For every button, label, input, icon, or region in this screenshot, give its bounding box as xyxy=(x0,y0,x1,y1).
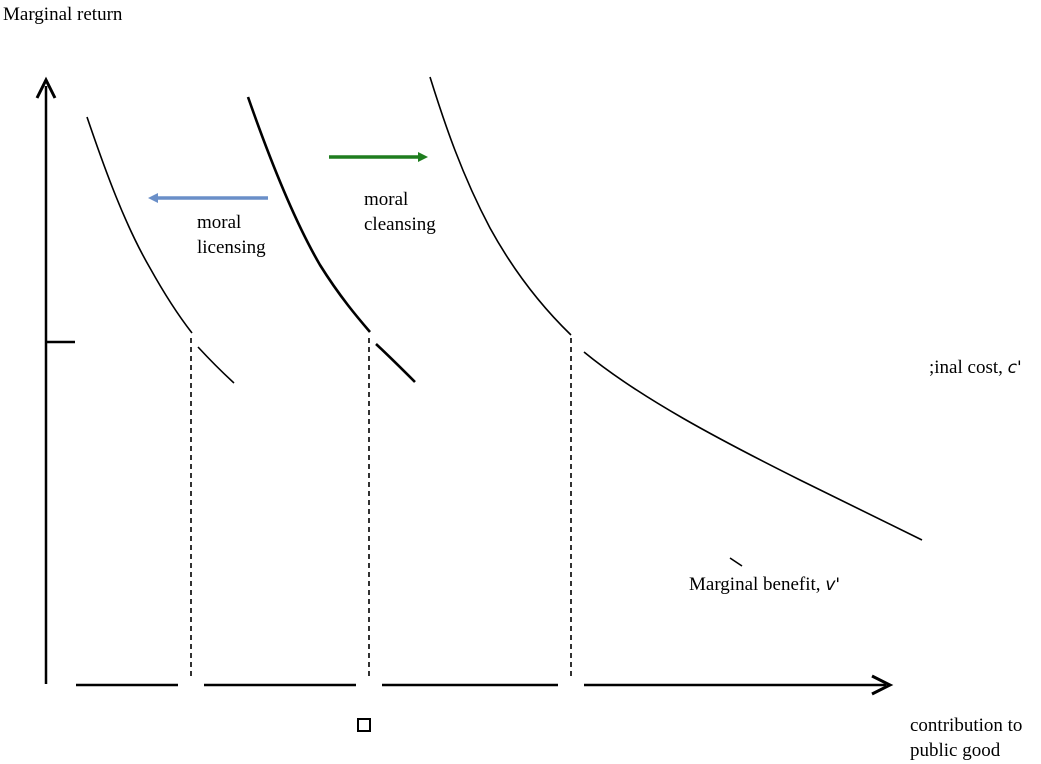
marginal-cost-symbol: c' xyxy=(1007,358,1022,378)
y-axis-label: Marginal return xyxy=(3,4,123,25)
benefit-curve-stub xyxy=(729,557,743,567)
dashed-guides xyxy=(190,338,572,680)
cost-curve-middle-tail xyxy=(375,343,416,383)
marginal-benefit-text: Marginal benefit, xyxy=(689,574,826,595)
up-arrow-icon xyxy=(35,76,57,99)
marginal-cost-label: ;inal cost, c' xyxy=(929,355,1022,381)
cleansing-label-line2: cleansing xyxy=(364,214,436,235)
marginal-benefit-curve xyxy=(583,351,923,541)
cleansing-label-line1: moral xyxy=(364,189,409,210)
marginal-benefit-label: Marginal benefit, v' xyxy=(689,572,840,598)
cost-curve-middle xyxy=(246,96,371,333)
cost-curve-left-tail xyxy=(197,346,235,384)
square-icon xyxy=(357,718,371,732)
marginal-cost-text: ;inal cost, xyxy=(929,357,1008,378)
right-arrow-icon xyxy=(871,674,894,696)
x-axis-label-line2: public good xyxy=(910,740,1001,761)
cost-curve-right xyxy=(429,76,572,336)
cost-curve-left xyxy=(86,116,193,334)
marginal-benefit-symbol: v' xyxy=(825,575,841,595)
x-axis-label-line1: contribution to xyxy=(910,715,1023,736)
licensing-label-line2: licensing xyxy=(197,237,266,258)
licensing-label-line1: moral xyxy=(197,212,242,233)
